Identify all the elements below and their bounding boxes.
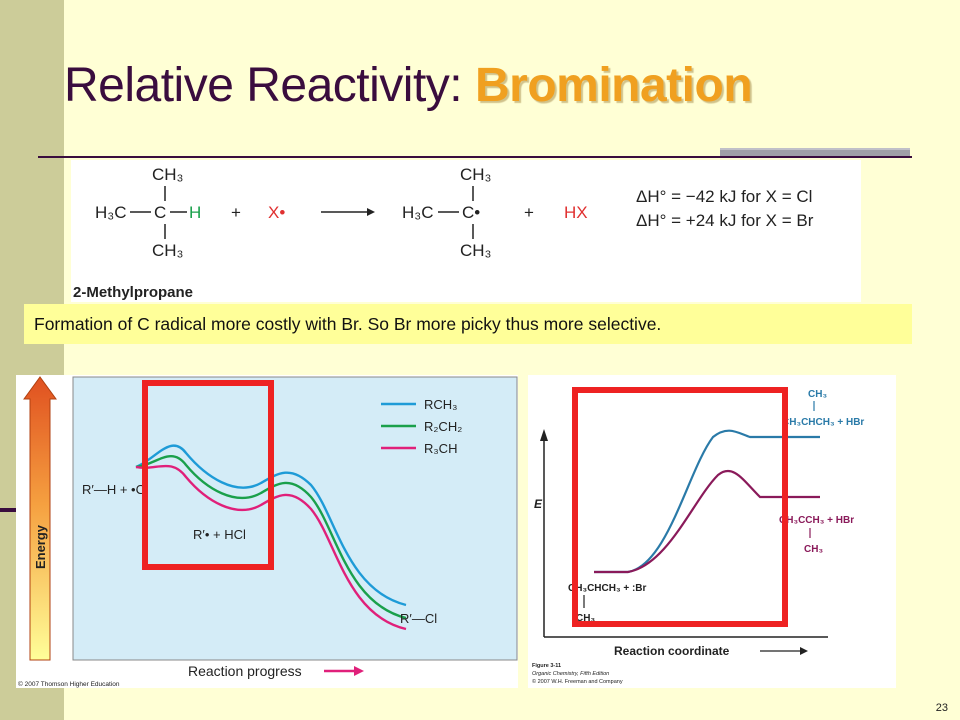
- xaxis-label: Reaction progress: [188, 663, 302, 679]
- mid-product: CH₃CCH₃ + HBr: [779, 515, 854, 526]
- label-intermediate: R′• + HCl: [193, 527, 246, 542]
- legend-r3ch: R₃CH: [424, 441, 457, 456]
- reactant-top: CH₃: [152, 165, 183, 184]
- gray-rule: [720, 150, 910, 157]
- product-bottom: CH₃: [460, 241, 491, 260]
- hx-product: HX: [564, 203, 588, 222]
- energy-axis-label: Energy: [33, 524, 48, 569]
- start-reactants: CH₃CHCH₃ + :Br: [568, 583, 647, 594]
- legend-rch3: RCH₃: [424, 397, 457, 412]
- reactant-center: C: [154, 203, 166, 222]
- title-main: Relative Reactivity:: [64, 59, 475, 112]
- mid-ch3: CH₃: [804, 544, 823, 555]
- label-product: R′—Cl: [400, 611, 437, 626]
- caption-1: Figure 3-11: [532, 663, 561, 669]
- curve-r2ch2: [135, 454, 407, 620]
- start-ch3: CH₃: [576, 613, 595, 624]
- energy-diagram-bromination: E Reaction coordinate CH₃ CH₃CHCH₃ + HBr…: [528, 375, 896, 688]
- label-reactants: R′—H + •Cl: [82, 482, 148, 497]
- legend-r2ch2: R₂CH₂: [424, 419, 462, 434]
- page-number: 23: [935, 702, 948, 714]
- highlight-box-2: [572, 387, 788, 627]
- caption-3: © 2007 W.H. Freeman and Company: [532, 678, 623, 685]
- product-left: H₃C: [402, 203, 433, 222]
- caption-2: Organic Chemistry, Fifth Edition: [532, 671, 609, 677]
- product-top: CH₃: [460, 165, 491, 184]
- reactant-h: H: [189, 203, 201, 222]
- selectivity-text: Formation of C radical more costly with …: [34, 314, 662, 334]
- plus-2: +: [524, 203, 534, 222]
- delta-h-br: ΔH° = +24 kJ for X = Br: [636, 211, 814, 230]
- curve-rch3: [135, 444, 407, 607]
- reaction-scheme: CH₃ H₃C C H CH₃ + X• CH₃ H₃C C• CH₃ + HX…: [71, 160, 861, 302]
- upper-curve: [594, 429, 820, 574]
- reactant-left: H₃C: [95, 203, 126, 222]
- copyright-1: © 2007 Thomson Higher Education: [18, 680, 120, 688]
- highlight-box-1: [142, 380, 274, 570]
- e-axis-label: E: [534, 497, 543, 511]
- title-highlight: Bromination: [474, 59, 753, 112]
- title-rule: [38, 156, 912, 158]
- radical-x: X•: [268, 203, 285, 222]
- delta-h-cl: ΔH° = −42 kJ for X = Cl: [636, 187, 812, 206]
- selectivity-note: Formation of C radical more costly with …: [24, 304, 912, 344]
- energy-diagram-chlorination: Energy RCH₃ R₂CH₂ R₃CH R′—H + •Cl R′• + …: [16, 375, 518, 688]
- reaction-coordinate-label: Reaction coordinate: [614, 644, 730, 658]
- reactant-bottom: CH₃: [152, 241, 183, 260]
- gray-rule-top: [720, 148, 910, 151]
- left-tick: [0, 508, 22, 512]
- product-center: C•: [462, 203, 480, 222]
- top-ch3: CH₃: [808, 389, 827, 400]
- top-product: CH₃CHCH₃ + HBr: [782, 417, 864, 428]
- energy-arrow: [23, 376, 57, 661]
- reactant-name: 2-Methylpropane: [73, 284, 193, 301]
- plus-1: +: [231, 203, 241, 222]
- curve-r3ch: [135, 464, 407, 631]
- slide-title: Relative Reactivity: Bromination: [64, 58, 753, 113]
- lower-curve: [594, 469, 820, 574]
